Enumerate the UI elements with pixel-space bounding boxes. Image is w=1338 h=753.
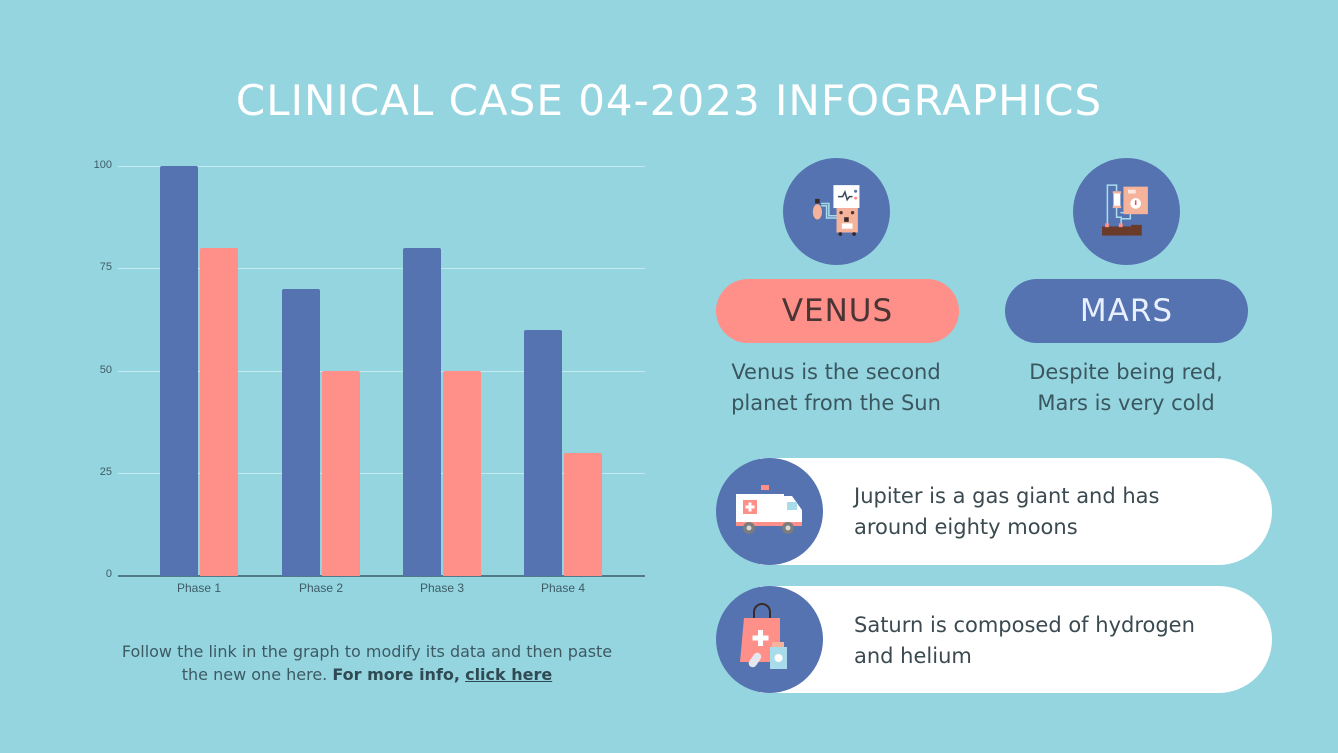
x-tick: Phase 2 xyxy=(298,581,344,595)
mars-description: Despite being red, Mars is very cold xyxy=(996,357,1256,419)
chart-note-bold: For more info, xyxy=(332,665,460,684)
y-tick: 25 xyxy=(99,466,112,478)
y-tick: 0 xyxy=(105,568,112,580)
dialysis-machine-icon xyxy=(1073,158,1180,265)
gridline-25 xyxy=(118,473,645,474)
venus-label-pill: VENUS xyxy=(716,279,959,343)
gridline-100 xyxy=(118,166,645,167)
x-axis-line xyxy=(118,575,645,577)
saturn-text-line: Saturn is composed of hydrogen xyxy=(854,613,1195,637)
bar-phase-2-series-1[interactable] xyxy=(282,289,320,576)
click-here-link[interactable]: click here xyxy=(465,665,553,684)
y-tick: 50 xyxy=(99,364,112,376)
bar-phase-3-series-1[interactable] xyxy=(403,248,441,576)
ventilator-icon xyxy=(783,158,890,265)
gridline-75 xyxy=(118,268,645,269)
chart-note: Follow the link in the graph to modify i… xyxy=(118,640,616,686)
jupiter-text-line: Jupiter is a gas giant and has xyxy=(854,484,1160,508)
chart-note-text: Follow the link in the graph to modify i… xyxy=(121,642,613,684)
bar-phase-1-series-1[interactable] xyxy=(160,166,198,576)
venus-description: Venus is the second planet from the Sun xyxy=(706,357,966,419)
bar-chart[interactable]: 100 75 50 25 0 Phase 1 Phase 2 Phase 3 P… xyxy=(80,150,660,610)
bar-phase-1-series-2[interactable] xyxy=(200,248,238,576)
pharmacy-bag-icon xyxy=(716,586,823,693)
bar-phase-2-series-2[interactable] xyxy=(322,371,360,576)
page-title: CLINICAL CASE 04-2023 INFOGRAPHICS xyxy=(235,76,1103,125)
gridline-50 xyxy=(118,371,645,372)
y-tick: 100 xyxy=(93,159,112,171)
mars-description-line: Mars is very cold xyxy=(1037,391,1215,415)
bar-phase-4-series-2[interactable] xyxy=(564,453,602,576)
ambulance-icon xyxy=(716,458,823,565)
mars-label-pill: MARS xyxy=(1005,279,1248,343)
bar-phase-3-series-2[interactable] xyxy=(443,371,481,576)
saturn-card xyxy=(760,586,1272,693)
saturn-text-line: and helium xyxy=(854,644,972,668)
y-tick: 75 xyxy=(99,261,112,273)
jupiter-text: Jupiter is a gas giant and has around ei… xyxy=(854,481,1254,543)
mars-description-line: Despite being red, xyxy=(1029,360,1223,384)
x-tick: Phase 3 xyxy=(419,581,465,595)
saturn-text: Saturn is composed of hydrogen and heliu… xyxy=(854,610,1254,672)
venus-description-line: Venus is the second xyxy=(731,360,941,384)
jupiter-card xyxy=(760,458,1272,565)
jupiter-text-line: around eighty moons xyxy=(854,515,1078,539)
bar-phase-4-series-1[interactable] xyxy=(524,330,562,576)
x-tick: Phase 4 xyxy=(540,581,586,595)
venus-description-line: planet from the Sun xyxy=(731,391,941,415)
x-tick: Phase 1 xyxy=(176,581,222,595)
